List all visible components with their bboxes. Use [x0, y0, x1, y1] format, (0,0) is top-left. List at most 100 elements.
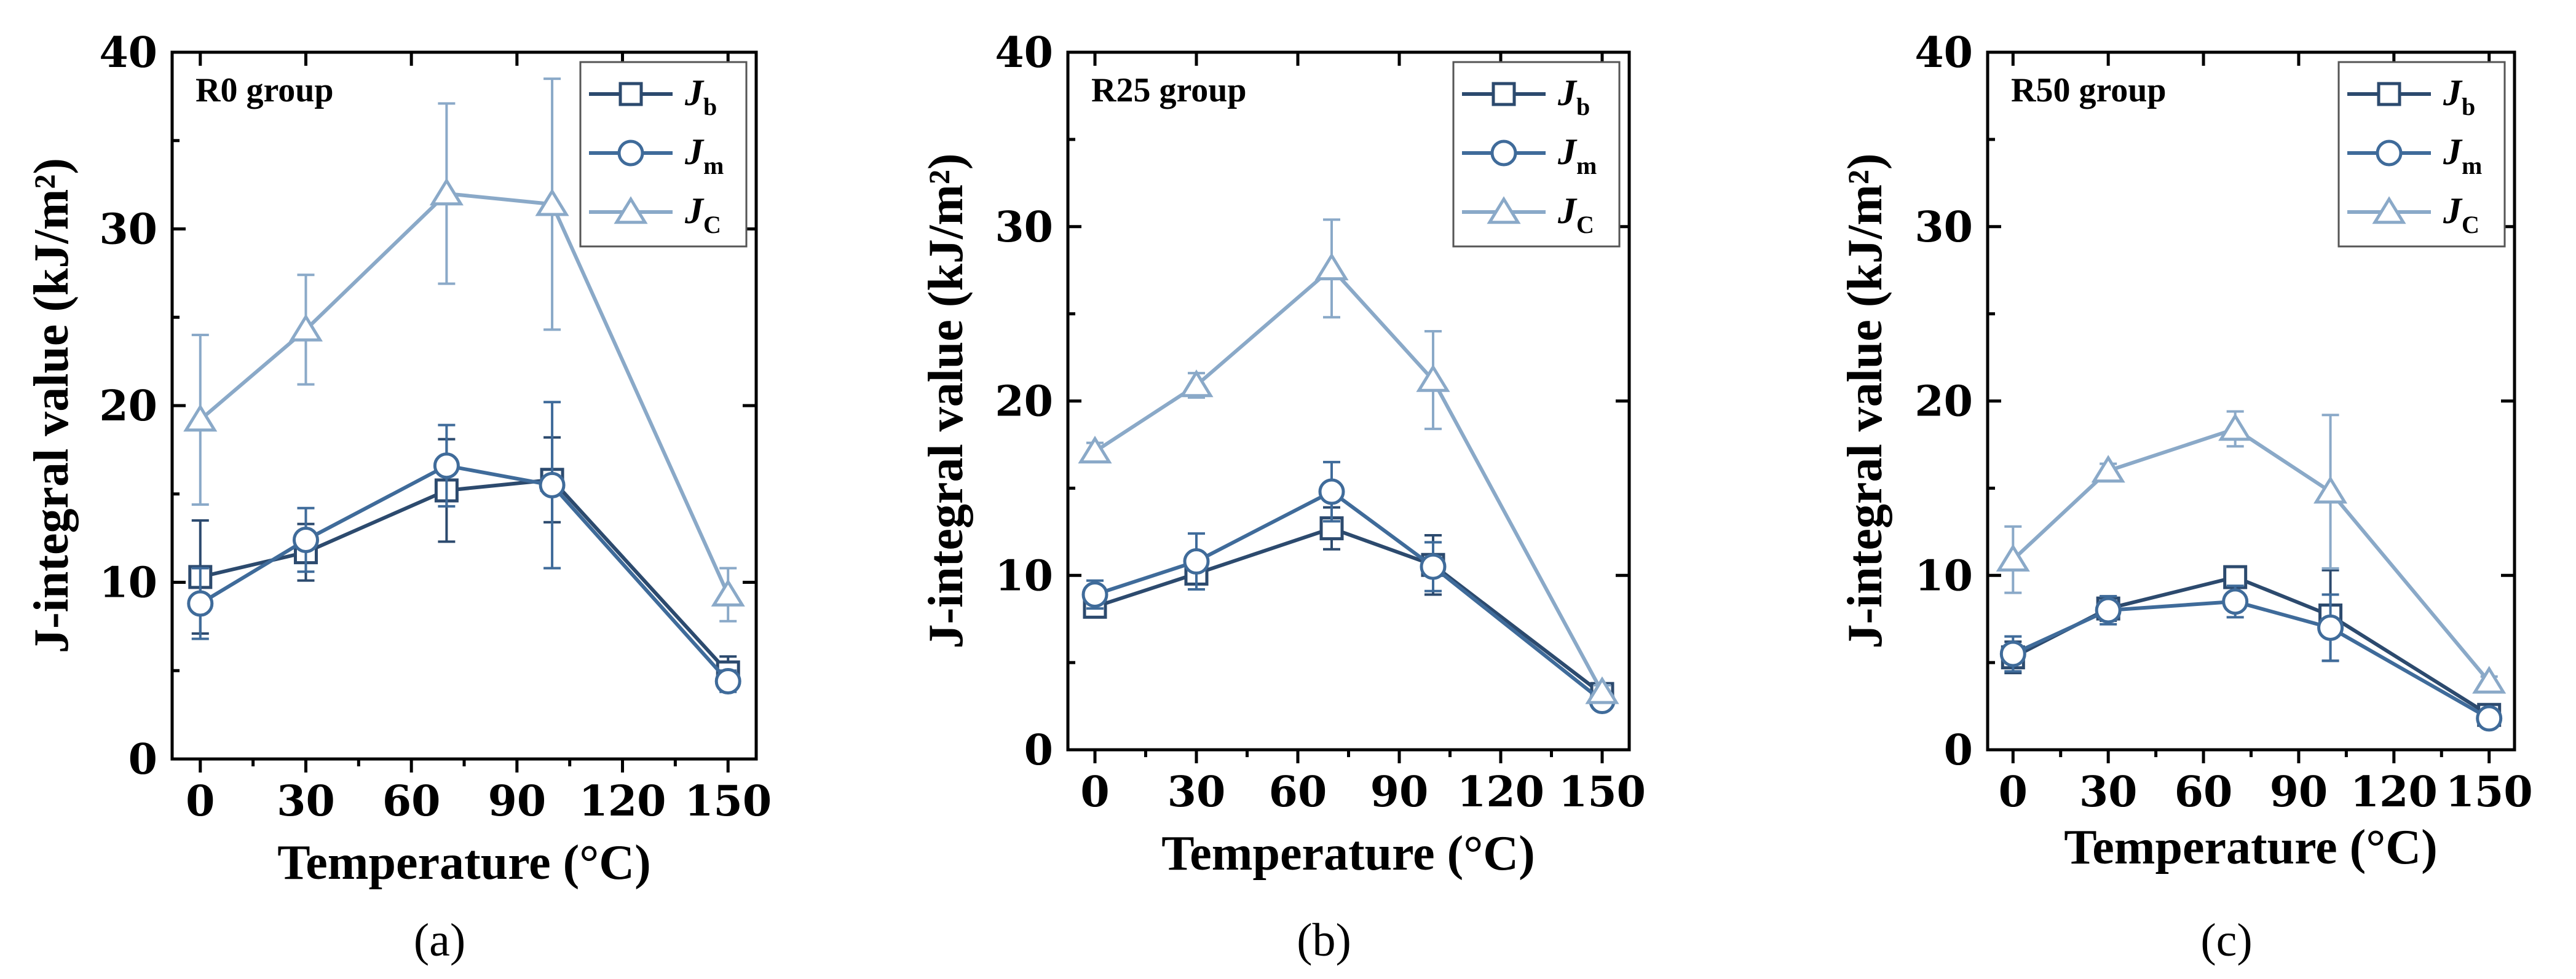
y-axis-title: J-integral value (kJ/m²)	[1838, 153, 1892, 648]
data-point-Jc	[1078, 435, 1112, 464]
legend-subscript-Jb: b	[2462, 93, 2475, 120]
x-tick-label: 30	[1167, 768, 1226, 817]
y-axis-title: J-integral value (kJ/m²)	[919, 153, 973, 648]
x-tick-label: 30	[277, 777, 335, 826]
x-tick-label: 90	[2270, 768, 2328, 817]
x-tick-label: 150	[684, 777, 772, 826]
data-point-Jc	[2472, 666, 2507, 694]
legend-subscript-Jc: C	[1576, 211, 1594, 238]
data-point-Jc	[535, 188, 569, 216]
data-point-Jm	[714, 668, 741, 694]
x-axis-title: Temperature (°C)	[2064, 820, 2437, 875]
legend-marker-Jm	[2376, 140, 2403, 167]
y-tick-label: 20	[99, 382, 157, 431]
data-point-Jm	[292, 527, 319, 553]
y-tick-label: 30	[995, 203, 1053, 252]
data-point-Jc	[183, 404, 218, 432]
data-point-Jb	[2223, 565, 2248, 589]
group-label: R50 group	[2011, 71, 2167, 109]
series-Jc	[183, 77, 745, 623]
series-line-Jm	[199, 463, 730, 683]
series-Jc	[1996, 410, 2507, 694]
x-tick-label: 120	[1457, 768, 1544, 817]
x-axis-title: Temperature (°C)	[1161, 827, 1535, 881]
panel-caption: (a)	[414, 914, 465, 966]
legend-subscript-Jm: m	[703, 152, 724, 179]
data-point-Jc	[1585, 676, 1619, 704]
data-point-Jm	[1081, 581, 1108, 608]
chart-panel-1: 0 10 20 30 40 0 30 60 90 120 150 Temperature (°C) J-…	[25, 28, 772, 966]
legend-marker-Jc	[1487, 196, 1521, 224]
series-Jb	[2001, 565, 2502, 727]
x-tick-label: 90	[1370, 768, 1429, 817]
legend-marker-Jc	[614, 196, 648, 224]
legend-subscript-Jb: b	[703, 93, 717, 120]
x-tick-label: 120	[579, 777, 666, 826]
series-line-Jc	[1094, 265, 1604, 693]
data-point-Jm	[1318, 478, 1345, 505]
data-point-Jm	[2095, 597, 2122, 624]
legend-marker-Jb	[618, 82, 643, 106]
legend-label-Jb: Jb	[1557, 73, 1590, 120]
data-point-Jm	[1183, 548, 1210, 575]
x-tick-label: 0	[186, 777, 215, 826]
series-Jm	[187, 401, 741, 694]
data-point-Jc	[2218, 413, 2253, 441]
data-point-Jc	[1416, 364, 1450, 392]
data-point-Jc	[2091, 455, 2125, 483]
series-Jm	[1999, 584, 2503, 732]
y-tick-label: 0	[1024, 726, 1053, 775]
data-point-Jm	[1420, 553, 1447, 580]
x-tick-label: 0	[1999, 768, 2028, 817]
y-tick-label: 40	[99, 28, 157, 77]
x-tick-label: 60	[382, 777, 441, 826]
data-point-Jm	[187, 590, 214, 617]
legend-subscript-Jb: b	[1576, 93, 1590, 120]
y-tick-label: 10	[995, 551, 1053, 600]
data-point-Jc	[288, 313, 323, 342]
y-tick-label: 20	[995, 377, 1053, 427]
x-tick-label: 0	[1080, 768, 1109, 817]
group-label: R0 group	[196, 71, 334, 109]
legend-subscript-Jm: m	[2462, 152, 2482, 179]
legend-subscript-Jm: m	[1576, 152, 1597, 179]
y-tick-label: 40	[1914, 28, 1973, 77]
legend-marker-Jm	[1490, 140, 1517, 167]
x-axis-title: Temperature (°C)	[277, 836, 650, 890]
series-Jm	[1081, 460, 1616, 715]
series-line-Jb	[200, 478, 730, 674]
data-point-Jc	[429, 178, 464, 206]
data-point-Jm	[2222, 588, 2249, 615]
x-tick-label: 60	[2175, 768, 2233, 817]
y-tick-label: 30	[1914, 203, 1973, 252]
group-label: R25 group	[1091, 71, 1247, 109]
legend-marker-Jb	[2377, 82, 2401, 106]
data-point-Jm	[1999, 640, 2026, 667]
y-tick-label: 10	[1914, 551, 1973, 600]
data-point-Jc	[2313, 476, 2348, 504]
series-Jc	[1078, 218, 1619, 704]
data-point-Jm	[2476, 705, 2503, 732]
data-point-Jm	[539, 471, 566, 498]
series-line-Jc	[199, 191, 730, 596]
series-line-Jm	[1094, 489, 1603, 702]
panel-caption: (c)	[2200, 914, 2252, 966]
y-axis-title: J-integral value (kJ/m²)	[25, 158, 79, 653]
legend-marker-Jc	[2372, 196, 2406, 224]
legend-marker-Jm	[617, 140, 644, 167]
y-tick-label: 0	[128, 735, 157, 784]
y-tick-label: 20	[1914, 377, 1973, 427]
data-point-Jc	[1996, 543, 2030, 572]
x-tick-label: 90	[488, 777, 547, 826]
y-tick-label: 40	[995, 28, 1053, 77]
series-line-Jc	[2012, 427, 2491, 683]
data-point-Jc	[711, 578, 745, 607]
data-point-Jm	[433, 452, 460, 479]
x-tick-label: 120	[2350, 768, 2438, 817]
